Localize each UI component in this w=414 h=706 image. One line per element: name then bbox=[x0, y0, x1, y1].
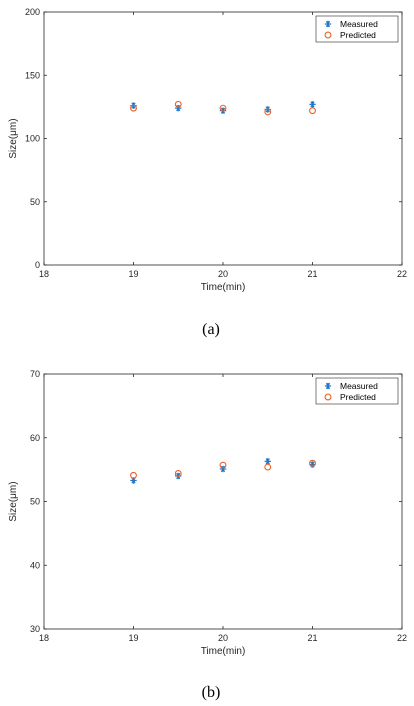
data-point-predicted bbox=[130, 471, 137, 479]
data-point-predicted bbox=[264, 463, 272, 471]
series-predicted bbox=[130, 459, 316, 479]
legend-label-measured: Measured bbox=[340, 381, 378, 391]
y-tick-label: 100 bbox=[25, 134, 40, 144]
x-tick-label: 20 bbox=[218, 633, 228, 643]
y-axis-label: Size(μm) bbox=[8, 481, 19, 521]
y-tick-label: 30 bbox=[30, 624, 40, 634]
y-tick-label: 40 bbox=[30, 560, 40, 570]
series-predicted bbox=[130, 100, 316, 116]
data-point-predicted bbox=[309, 107, 316, 115]
chart-panel-a: 18 19 20 21 22 0 50 100 150 200 Time(min) Size(μm) M… bbox=[8, 7, 407, 338]
data-point-predicted bbox=[130, 104, 137, 112]
x-axis-label: Time(min) bbox=[201, 646, 246, 657]
data-point-predicted bbox=[309, 459, 316, 467]
data-point-measured bbox=[219, 465, 227, 473]
plot-area bbox=[43, 373, 403, 630]
x-axis-label: Time(min) bbox=[201, 282, 246, 293]
figure-caption: (b) bbox=[202, 684, 221, 701]
legend-label-measured: Measured bbox=[340, 19, 378, 29]
y-tick-label: 50 bbox=[30, 197, 40, 207]
y-tick-label: 70 bbox=[30, 369, 40, 379]
data-point-predicted bbox=[219, 461, 227, 469]
y-tick-label: 200 bbox=[25, 7, 40, 17]
data-point-measured bbox=[309, 101, 316, 108]
series-measured bbox=[130, 458, 316, 484]
legend-marker-measured bbox=[324, 382, 332, 390]
data-point-predicted bbox=[174, 470, 182, 477]
y-tick-label: 0 bbox=[35, 260, 40, 270]
data-point-measured bbox=[264, 458, 271, 465]
legend-marker-predicted bbox=[324, 393, 332, 401]
legend-label-predicted: Predicted bbox=[340, 392, 376, 402]
y-axis-label: Size(μm) bbox=[8, 118, 19, 158]
legend-marker-predicted bbox=[324, 31, 332, 39]
legend-label-predicted: Predicted bbox=[340, 30, 376, 40]
y-tick-label: 50 bbox=[30, 497, 40, 507]
x-tick-label: 19 bbox=[128, 269, 138, 279]
x-tick-label: 18 bbox=[39, 269, 49, 279]
chart-panel-b: 18 19 20 21 22 30 40 50 60 70 Time(min) Size(μm) Mea… bbox=[8, 369, 407, 701]
y-tick-label: 60 bbox=[30, 433, 40, 443]
figure-caption: (a) bbox=[202, 321, 220, 338]
x-tick-label: 22 bbox=[397, 269, 407, 279]
x-tick-label: 20 bbox=[218, 269, 228, 279]
x-tick-label: 22 bbox=[397, 633, 407, 643]
x-tick-label: 19 bbox=[128, 633, 138, 643]
legend-marker-measured bbox=[324, 20, 332, 28]
data-point-predicted bbox=[174, 100, 182, 108]
data-point-predicted bbox=[219, 104, 227, 112]
x-tick-label: 18 bbox=[39, 633, 49, 643]
data-point-measured bbox=[175, 104, 182, 112]
data-point-predicted bbox=[264, 108, 272, 116]
x-tick-label: 21 bbox=[307, 633, 317, 643]
x-tick-label: 21 bbox=[307, 269, 317, 279]
y-tick-label: 150 bbox=[25, 70, 40, 80]
plot-area bbox=[43, 11, 403, 266]
